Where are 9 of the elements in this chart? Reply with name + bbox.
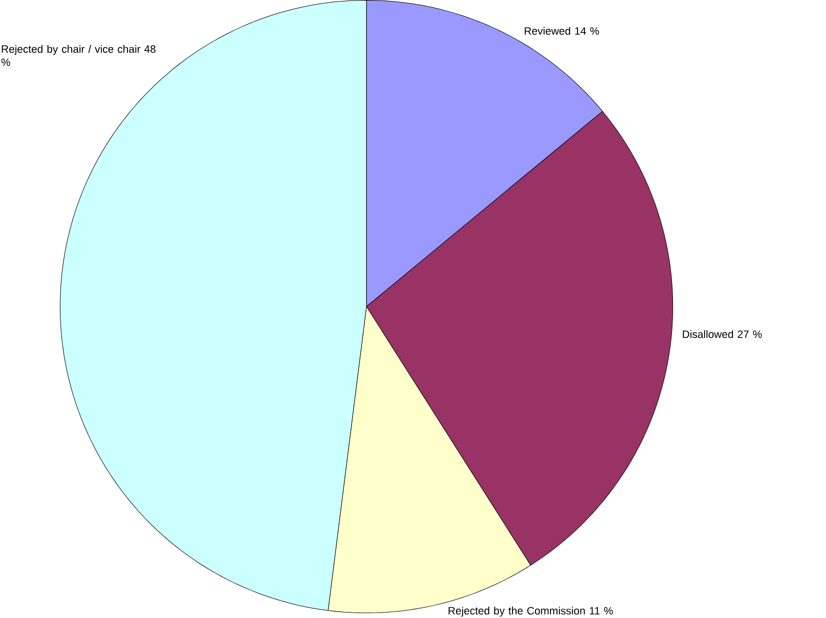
slice-label: Rejected by the Commission <box>448 606 585 617</box>
slice-label: Reviewed <box>524 27 570 35</box>
data-label: 27 % <box>738 330 762 338</box>
data-label: 11 % <box>590 607 613 615</box>
slice-label: Rejected by chair / vice chair <box>2 45 140 56</box>
text: 48 <box>144 45 156 53</box>
slice-label: Disallowed <box>682 330 733 338</box>
data-label: 14 % <box>575 27 599 35</box>
text: % <box>1 58 10 66</box>
